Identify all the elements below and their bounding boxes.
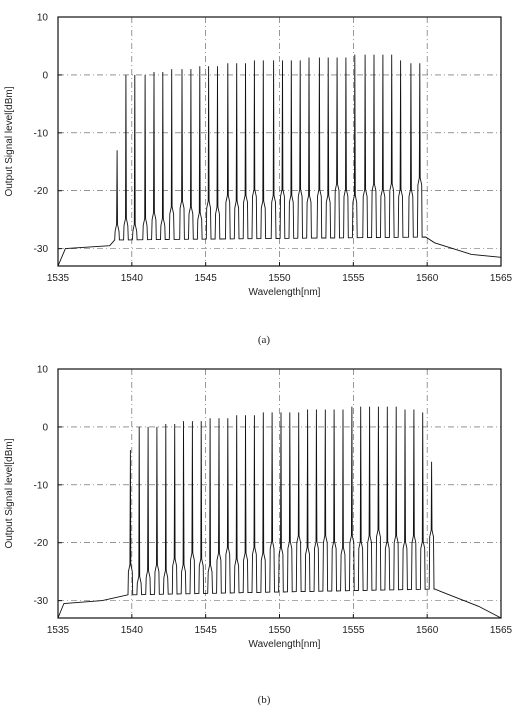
x-axis-label: Wavelength[nm] <box>249 287 321 298</box>
x-tick: 1535 <box>47 262 70 284</box>
y-tick: -20 <box>34 186 62 197</box>
x-tick: 1560 <box>416 614 439 636</box>
y-tick: -10 <box>34 480 62 491</box>
x-tick-label: 1540 <box>121 625 144 636</box>
chart-a: 10 0 -10 -20 -30 1535 1540 1545 1550 1555 1560 1565… <box>0 0 512 300</box>
y-tick-label: 0 <box>42 422 48 433</box>
x-tick: 1565 <box>490 262 512 284</box>
y-tick-label: -10 <box>34 128 49 139</box>
x-tick: 1535 <box>47 614 70 636</box>
y-tick-label: 10 <box>37 13 49 24</box>
x-tick-label: 1535 <box>47 625 70 636</box>
y-tick: 10 <box>37 365 62 376</box>
y-tick-label: 10 <box>37 365 49 376</box>
chart-b-svg: 10 0 -10 -20 -30 1535 1540 1545 1550 1555 1560 1565… <box>4 365 512 651</box>
x-tick: 1540 <box>121 262 144 284</box>
x-tick-label: 1545 <box>195 625 218 636</box>
y-tick-label: -30 <box>34 596 49 607</box>
caption-b: (b) <box>257 694 271 706</box>
y-tick: 0 <box>42 422 62 433</box>
x-tick: 1560 <box>416 262 439 284</box>
x-tick: 1555 <box>342 262 365 284</box>
y-tick: -10 <box>34 128 62 139</box>
y-tick: 0 <box>42 70 62 81</box>
x-tick-label: 1560 <box>416 273 439 284</box>
caption-a: (a) <box>257 334 271 346</box>
x-tick-label: 1560 <box>416 625 439 636</box>
x-tick-label: 1565 <box>490 273 512 284</box>
y-tick-label: 0 <box>42 70 48 81</box>
y-tick-label: -20 <box>34 538 49 549</box>
x-axis-label: Wavelength[nm] <box>249 639 321 650</box>
y-tick: -20 <box>34 538 62 549</box>
y-tick-label: -10 <box>34 480 49 491</box>
y-axis-label: Output Signal level[dBm] <box>4 86 15 196</box>
y-tick-label: -30 <box>34 244 49 255</box>
x-tick-label: 1540 <box>121 273 144 284</box>
x-tick-label: 1545 <box>195 273 218 284</box>
spectrum-trace <box>57 54 502 267</box>
x-tick-label: 1535 <box>47 273 70 284</box>
x-tick-label: 1550 <box>268 273 291 284</box>
x-tick-label: 1555 <box>342 625 365 636</box>
x-tick-label: 1555 <box>342 273 365 284</box>
x-tick: 1545 <box>195 262 218 284</box>
y-tick-label: -20 <box>34 186 49 197</box>
x-tick: 1550 <box>268 262 291 284</box>
x-tick-label: 1565 <box>490 625 512 636</box>
chart-a-svg: 10 0 -10 -20 -30 1535 1540 1545 1550 1555 1560 1565… <box>4 13 512 299</box>
chart-b: 10 0 -10 -20 -30 1535 1540 1545 1550 1555 1560 1565… <box>0 352 512 652</box>
y-tick: -30 <box>34 244 62 255</box>
x-tick: 1550 <box>268 614 291 636</box>
x-tick-label: 1550 <box>268 625 291 636</box>
x-tick: 1565 <box>490 614 512 636</box>
y-axis-label: Output Signal level[dBm] <box>4 438 15 548</box>
y-tick: 10 <box>37 13 62 24</box>
x-tick: 1540 <box>121 614 144 636</box>
spectrum-trace <box>57 406 502 619</box>
y-tick: -30 <box>34 596 62 607</box>
x-tick: 1555 <box>342 614 365 636</box>
x-tick: 1545 <box>195 614 218 636</box>
